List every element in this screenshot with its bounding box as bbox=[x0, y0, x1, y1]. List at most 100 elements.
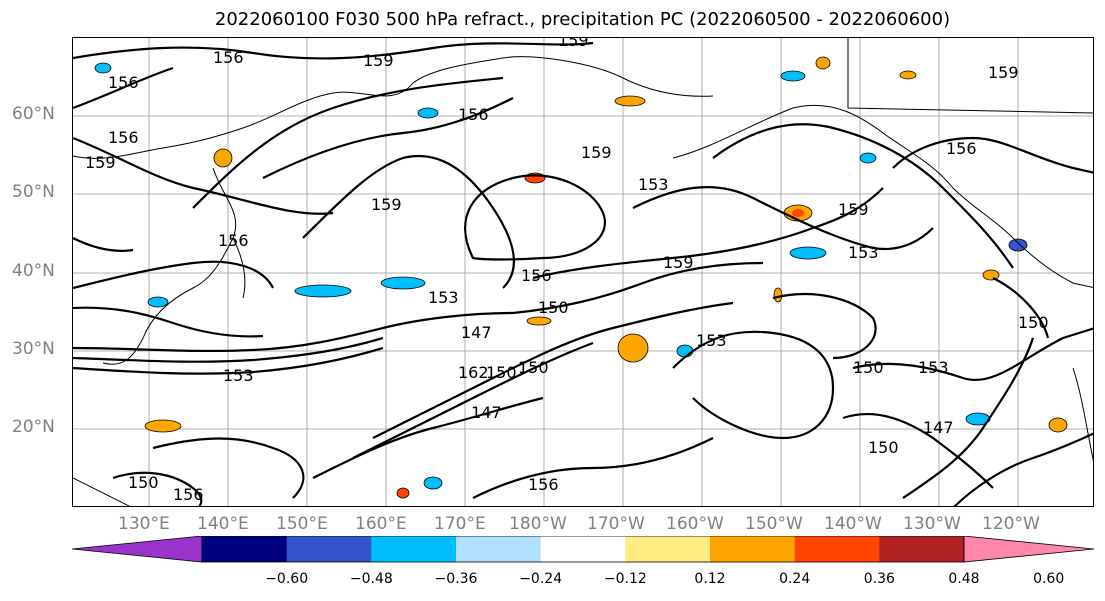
contour-line bbox=[892, 136, 1093, 174]
contour-line bbox=[192, 76, 504, 209]
precipitation-patch bbox=[526, 316, 552, 326]
contour-line bbox=[73, 261, 764, 353]
contour-line bbox=[672, 330, 835, 440]
lon-label: 140°E bbox=[197, 514, 249, 534]
contour-line bbox=[73, 41, 594, 60]
colorbar-segment bbox=[371, 536, 457, 562]
contour-line bbox=[372, 301, 734, 439]
colorbar-segment bbox=[286, 536, 372, 562]
contour-label: 150 bbox=[1018, 313, 1049, 332]
colorbar-segment bbox=[710, 536, 796, 562]
precipitation-patch bbox=[815, 56, 831, 70]
contour-label: 159 bbox=[371, 195, 402, 214]
contour-line bbox=[262, 97, 514, 179]
precipitation-patch bbox=[144, 419, 182, 433]
precipitation-patch bbox=[859, 152, 877, 164]
contour-line bbox=[953, 432, 1093, 506]
precipitation-patch bbox=[899, 70, 917, 80]
lon-label: 160°E bbox=[355, 514, 407, 534]
precipitation-patch bbox=[380, 276, 426, 290]
lon-label: 170°E bbox=[434, 514, 486, 534]
contour-line bbox=[73, 136, 334, 215]
contour-label: 156 bbox=[946, 139, 977, 158]
lat-label-30n: 30°N bbox=[12, 339, 55, 359]
precipitation-patch bbox=[789, 246, 827, 260]
precipitation-patch bbox=[676, 344, 694, 358]
precipitation-patch bbox=[982, 269, 1000, 281]
contour-label: 150 bbox=[518, 358, 549, 377]
precipitation-patch bbox=[792, 209, 804, 217]
contour-label: 150 bbox=[538, 298, 569, 317]
contour-label-group: 156 159 156 159 156 156 159 153 159 156 … bbox=[85, 38, 1049, 504]
figure-title: 2022060100 F030 500 hPa refract., precip… bbox=[214, 9, 951, 30]
lon-label: 140°W bbox=[824, 514, 882, 534]
contour-line bbox=[112, 471, 203, 506]
map-panel: 156 159 156 159 156 156 159 153 159 156 … bbox=[72, 37, 1094, 507]
colorbar-tick-label: 0.24 bbox=[779, 571, 811, 587]
lon-label: 130°E bbox=[118, 514, 170, 534]
contour-label: 156 bbox=[218, 231, 249, 250]
contour-label: 156 bbox=[108, 128, 139, 147]
contour-label: 153 bbox=[918, 358, 949, 377]
contour-line bbox=[464, 174, 606, 261]
colorbar-tick-label: −0.48 bbox=[349, 571, 393, 587]
contour-label: 156 bbox=[213, 48, 244, 67]
contour-line bbox=[852, 327, 1093, 381]
contour-line bbox=[772, 292, 877, 360]
precipitation-patch bbox=[773, 287, 783, 303]
lat-label-60n: 60°N bbox=[12, 104, 55, 124]
contour-line bbox=[842, 413, 994, 489]
contour-label: 159 bbox=[581, 143, 612, 162]
contour-line bbox=[352, 341, 594, 459]
contour-label: 159 bbox=[85, 153, 116, 172]
precipitation-patch bbox=[617, 333, 649, 363]
contour-label: 156 bbox=[521, 266, 552, 285]
colorbar-tick-label: 0.12 bbox=[694, 571, 726, 587]
contour-label: 147 bbox=[471, 403, 502, 422]
contour-label: 150 bbox=[486, 363, 517, 382]
colorbar-segment bbox=[794, 536, 880, 562]
colorbar-segment bbox=[879, 536, 965, 562]
colorbar-tick-label: 0.36 bbox=[863, 571, 895, 587]
contour-label: 147 bbox=[461, 323, 492, 342]
contour-label: 150 bbox=[853, 358, 884, 377]
coastline bbox=[73, 477, 131, 506]
lon-label: 180°W bbox=[509, 514, 567, 534]
precipitation-patch bbox=[423, 476, 443, 490]
contour-line bbox=[73, 336, 384, 363]
contour-label: 153 bbox=[848, 243, 879, 262]
contour-line bbox=[632, 186, 934, 251]
coastline bbox=[1072, 367, 1093, 462]
lat-label-50n: 50°N bbox=[12, 182, 55, 202]
contour-label: 162 bbox=[458, 363, 489, 382]
contour-line bbox=[73, 66, 174, 110]
contour-line bbox=[73, 260, 274, 290]
contour-label: 156 bbox=[173, 485, 204, 504]
contour-line bbox=[712, 123, 1014, 269]
contour-line bbox=[532, 187, 884, 280]
contour-label: 159 bbox=[558, 38, 589, 50]
precipitation-patch bbox=[417, 107, 439, 119]
contour-label: 156 bbox=[458, 105, 489, 124]
precipitation-patch bbox=[147, 296, 169, 308]
contour-line bbox=[992, 277, 1050, 339]
contour-label: 150 bbox=[868, 438, 899, 457]
colorbar-tick-label: 0.48 bbox=[948, 571, 980, 587]
colorbar-segment bbox=[540, 536, 626, 562]
colorbar-segment bbox=[202, 536, 288, 562]
coastline bbox=[847, 38, 1093, 114]
contour-line bbox=[302, 155, 515, 289]
precipitation-patch bbox=[1048, 417, 1068, 433]
colorbar-segment bbox=[456, 536, 542, 562]
graticule bbox=[73, 38, 1093, 506]
precipitation-patch bbox=[614, 95, 646, 107]
colorbar-tick-label: −0.36 bbox=[434, 571, 478, 587]
contour-line bbox=[472, 437, 714, 499]
colorbar-tick-label: −0.12 bbox=[603, 571, 647, 587]
contour-line bbox=[902, 337, 1035, 499]
colorbar-tick-label: −0.60 bbox=[265, 571, 309, 587]
precipitation-patch bbox=[213, 148, 233, 168]
precipitation-patch bbox=[94, 62, 112, 74]
precipitation-patch bbox=[1008, 238, 1028, 252]
lon-label: 150°E bbox=[276, 514, 328, 534]
